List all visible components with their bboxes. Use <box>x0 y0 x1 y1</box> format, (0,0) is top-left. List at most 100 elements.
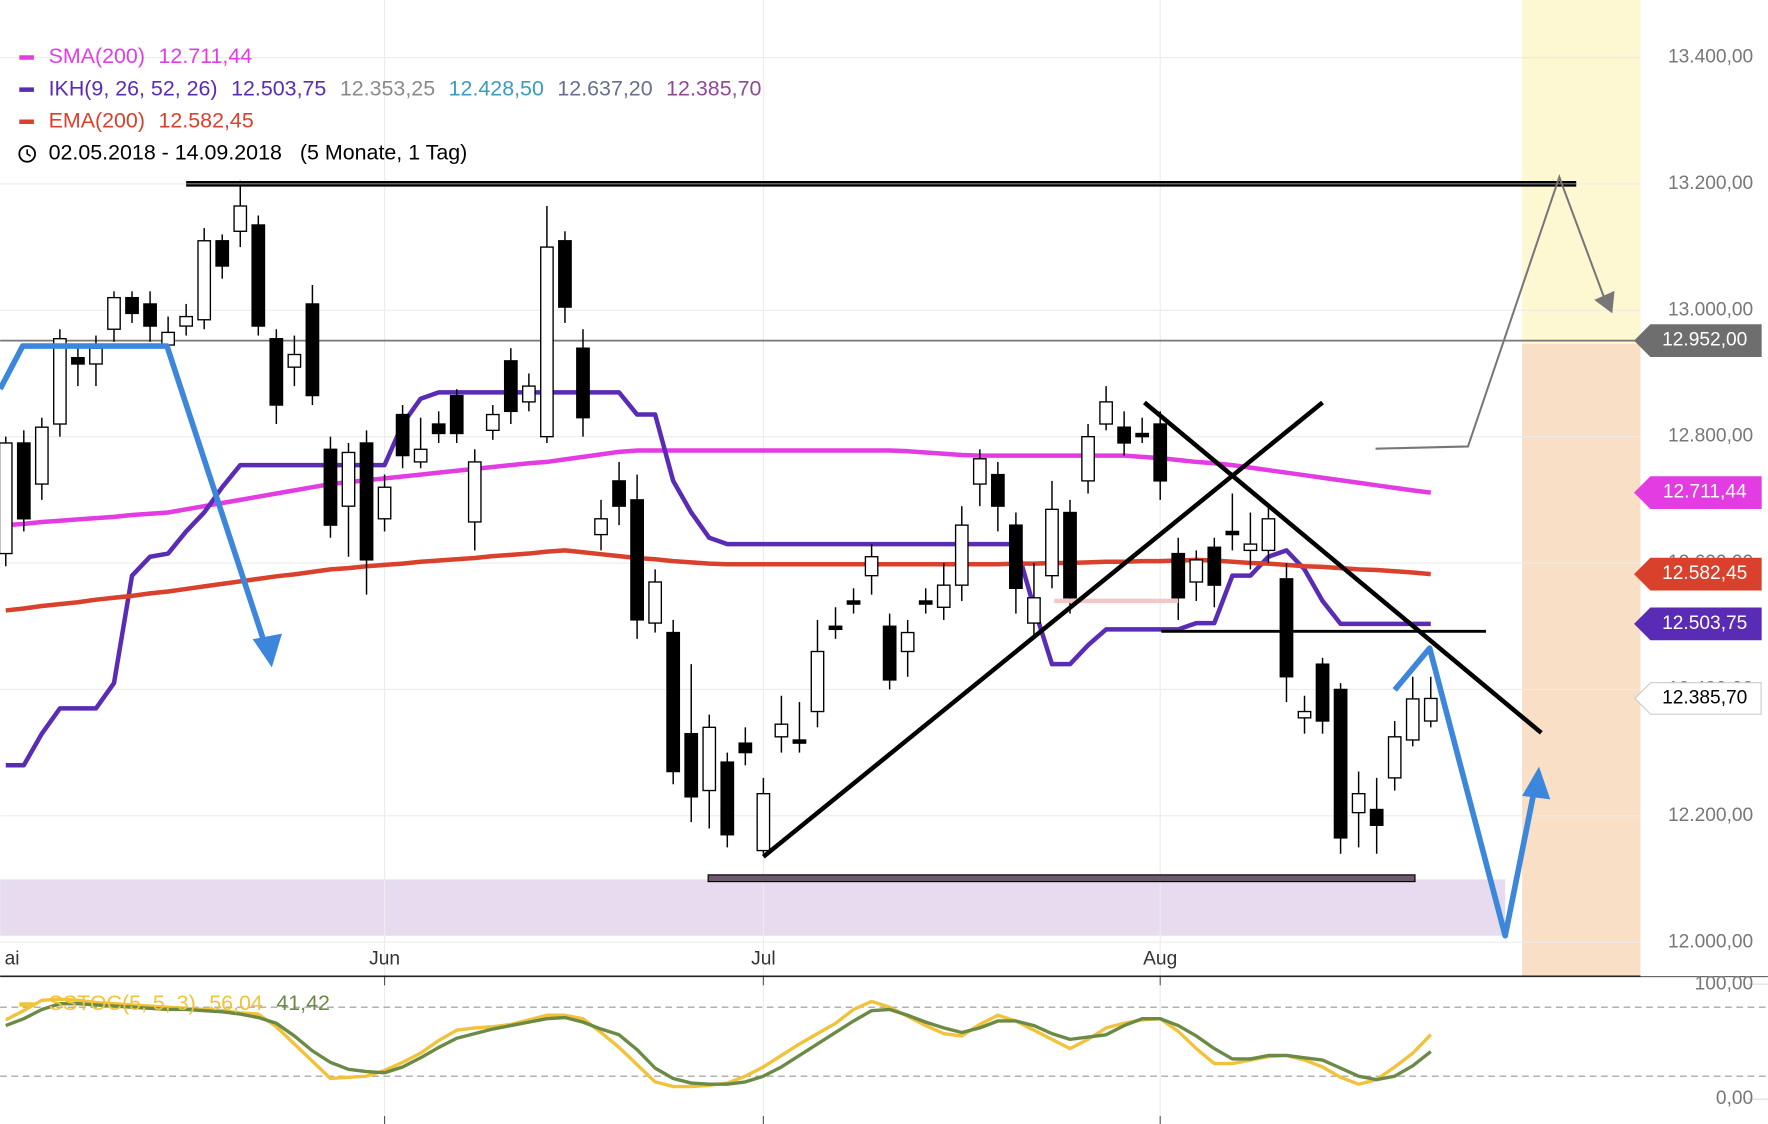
candle-body <box>521 385 536 403</box>
target-zone <box>1522 0 1641 344</box>
candle-body <box>1009 524 1023 589</box>
x-tick-label: Jun <box>369 948 400 969</box>
candle-body <box>774 723 789 738</box>
candle-body <box>1045 508 1059 577</box>
candle-body <box>1405 698 1420 741</box>
candle-body <box>1297 710 1312 719</box>
candle-body <box>882 625 897 681</box>
legend-swatch <box>19 1002 34 1007</box>
candle-body <box>1135 432 1150 438</box>
indicator-line <box>5 390 1431 768</box>
candle-body <box>828 625 843 631</box>
drawings <box>0 173 1615 939</box>
legend-value: 12.385,70 <box>666 76 761 100</box>
arrow-head <box>1594 290 1615 314</box>
candle-body <box>233 205 248 232</box>
legend-value: 12.503,75 <box>231 76 326 100</box>
candle-body <box>1243 543 1258 552</box>
legend-swatch <box>19 119 34 125</box>
candle-body <box>702 726 717 792</box>
risk-zone <box>1522 343 1641 977</box>
candle-body <box>215 240 230 267</box>
candle-body <box>648 581 663 624</box>
legend-value: 12.582,45 <box>159 108 254 132</box>
candle-body <box>197 240 212 321</box>
price-badge-label: 12.711,44 <box>1663 482 1747 503</box>
price-badge-label: 12.952,00 <box>1662 330 1747 351</box>
candle-body <box>720 761 735 836</box>
candle-body <box>1117 426 1132 444</box>
trend-line-up <box>761 400 1324 859</box>
clock-icon <box>18 145 36 163</box>
candle-body <box>900 631 915 653</box>
candle-body <box>251 224 266 327</box>
candle-body <box>810 650 825 713</box>
support-zone <box>0 879 1506 936</box>
candle-body <box>666 631 681 773</box>
candle-body <box>359 442 374 561</box>
candle-body <box>630 499 644 621</box>
legend-name: IKH(9, 26, 52, 26) <box>49 76 218 100</box>
candle-body <box>107 296 121 330</box>
candle-body <box>792 739 807 744</box>
candle-body <box>503 360 518 413</box>
arrow-head <box>252 633 282 668</box>
candle-body <box>1225 530 1240 536</box>
candle-body <box>287 353 302 368</box>
legend-value: 12.353,25 <box>340 76 435 100</box>
price-badge-label: 12.503,75 <box>1662 613 1747 634</box>
candle-body <box>413 448 428 463</box>
legend-name: EMA(200) <box>49 108 145 132</box>
support-line <box>707 874 1416 883</box>
candle-body <box>594 518 608 536</box>
price-badge <box>1634 557 1762 591</box>
legend-value: 12.637,20 <box>557 76 652 100</box>
legend-value: 41,42 <box>276 991 330 1015</box>
candle-body <box>161 331 175 346</box>
candle-body <box>0 442 13 555</box>
candle-body <box>576 347 590 419</box>
trend-line-down <box>1142 400 1543 735</box>
candle-body <box>143 303 157 327</box>
date-range: 02.05.2018 - 14.09.2018 <box>49 141 282 165</box>
candle-body <box>1333 688 1348 839</box>
candle-body <box>1153 423 1168 482</box>
candle-body <box>540 246 554 438</box>
candle-body <box>972 458 987 485</box>
candle-body <box>1027 597 1041 624</box>
candle-body <box>1171 552 1186 599</box>
candle-body <box>377 486 392 520</box>
candle-body <box>34 426 49 485</box>
candle-body <box>1351 793 1366 814</box>
y-tick-label: 12.000,00 <box>1668 931 1753 952</box>
projection-arrow <box>0 343 269 650</box>
candle-body <box>341 451 356 507</box>
candle-body <box>305 303 320 397</box>
plot <box>0 180 1768 1100</box>
candle-body <box>918 600 933 605</box>
candle-body <box>71 356 85 365</box>
legend-name: SSTOC(5, 5, 3) <box>49 991 196 1015</box>
candle-body <box>125 296 139 315</box>
x-tick-label: ai <box>5 948 20 969</box>
indicator-line <box>5 448 1432 528</box>
price-badge <box>1634 476 1762 509</box>
y-tick-label: 12.800,00 <box>1668 426 1753 447</box>
price-badge <box>1634 324 1762 357</box>
legend-value: 12.428,50 <box>449 76 544 100</box>
clock-hands <box>26 149 32 157</box>
legend-swatch <box>19 87 34 92</box>
y-tick-label: 13.200,00 <box>1668 173 1753 194</box>
candle-body <box>684 732 699 798</box>
price-badge-label: 12.582,45 <box>1662 563 1747 584</box>
candle-body <box>1279 578 1294 678</box>
candle-body <box>467 461 482 523</box>
candle-body <box>53 338 67 425</box>
scenario-arrow <box>1375 173 1608 450</box>
legend-swatch <box>19 55 34 60</box>
candle-body <box>990 473 1005 507</box>
y-tick-label: 100,00 <box>1695 973 1754 994</box>
labels: 12.000,0012.200,0012.400,0012.600,0012.8… <box>5 0 1768 1109</box>
oscillator-line <box>5 1002 1432 1086</box>
